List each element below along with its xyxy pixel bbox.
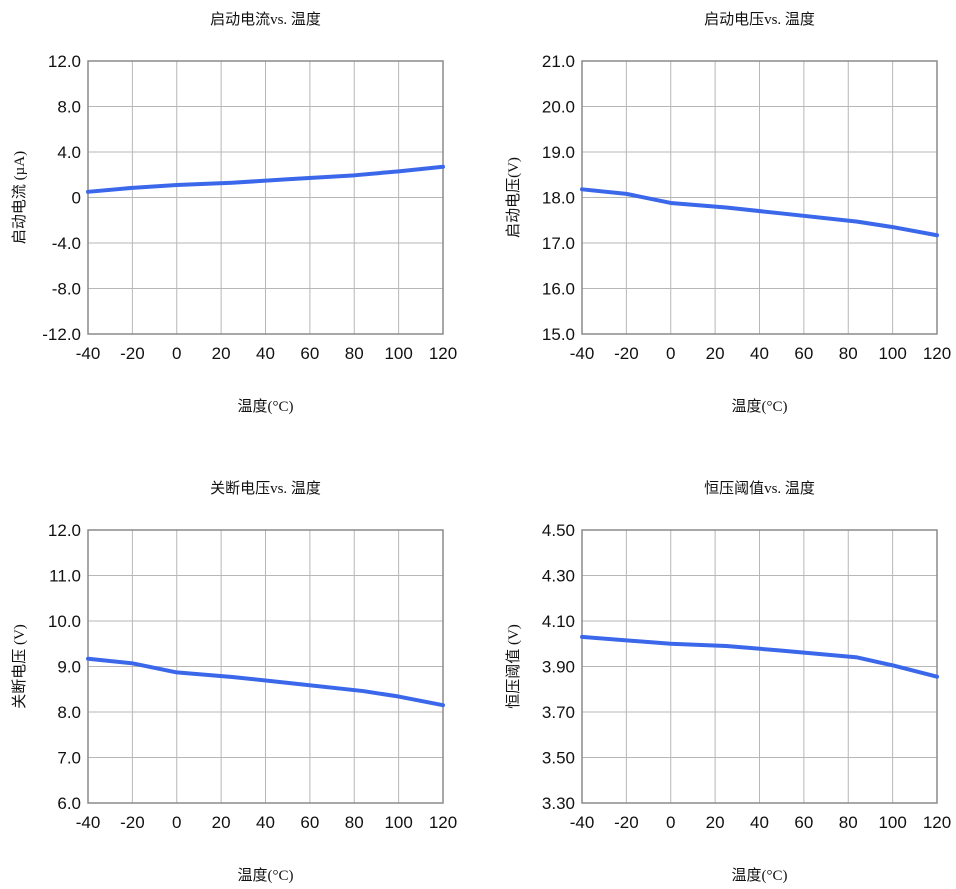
startup-current-chart: 启动电流vs. 温度 -40 -20 0 20 40 60 80 100 120 12.0 8.0 4.… xyxy=(11,11,457,415)
x-tick-label: 100 xyxy=(384,813,412,832)
chart-title: 启动电流vs. 温度 xyxy=(210,11,321,28)
y-tick-label: -12.0 xyxy=(42,325,81,344)
x-tick-label: 60 xyxy=(300,344,319,363)
y-axis-label: 恒压阈值 (V) xyxy=(505,624,522,709)
x-tick-label: 120 xyxy=(923,813,951,832)
x-tick-label: 60 xyxy=(794,813,813,832)
y-axis-label: 启动电压(V) xyxy=(505,157,522,238)
x-tick-label: 20 xyxy=(706,344,725,363)
x-axis-label: 温度(°C) xyxy=(732,398,788,415)
chart-title: 启动电压vs. 温度 xyxy=(704,11,815,28)
series-line xyxy=(86,656,445,708)
x-tick-label: 40 xyxy=(256,813,275,832)
y-tick-label: 20.0 xyxy=(542,98,575,117)
x-tick-label: -20 xyxy=(614,813,639,832)
x-tick-label: -20 xyxy=(120,344,145,363)
x-tick-label: 60 xyxy=(794,344,813,363)
x-tick-label: 0 xyxy=(666,813,675,832)
y-tick-label: 11.0 xyxy=(49,567,81,586)
series-line xyxy=(86,164,445,194)
chart-title: 恒压阈值vs. 温度 xyxy=(704,480,815,497)
y-tick-label: 4.10 xyxy=(542,612,575,631)
y-tick-label: 8.0 xyxy=(57,98,81,117)
x-tick-label: 120 xyxy=(429,813,457,832)
plot-frame xyxy=(87,60,444,335)
grid-lines xyxy=(87,60,444,335)
y-tick-label: 18.0 xyxy=(542,189,575,208)
y-tick-label: 4.0 xyxy=(57,143,81,162)
grid-lines xyxy=(581,529,938,804)
x-tick-label: -40 xyxy=(76,813,101,832)
y-tick-label: 7.0 xyxy=(57,749,81,768)
x-tick-label: -40 xyxy=(570,344,595,363)
y-tick-label: 16.0 xyxy=(542,280,575,299)
x-tick-label: 0 xyxy=(172,344,181,363)
plot-frame xyxy=(581,529,938,804)
x-tick-label: 120 xyxy=(429,344,457,363)
x-tick-label: 100 xyxy=(878,344,906,363)
startup-voltage-chart: 启动电压vs. 温度 -40 -20 0 20 40 60 80 100 120 21.0 20.0 1… xyxy=(505,11,951,415)
x-tick-label: 40 xyxy=(750,813,769,832)
x-tick-label: 120 xyxy=(923,344,951,363)
y-tick-label: 10.0 xyxy=(48,612,81,631)
x-axis-label: 温度(°C) xyxy=(238,398,294,415)
x-tick-label: 0 xyxy=(666,344,675,363)
shutdown-voltage-chart: 关断电压vs. 温度 -40 -20 0 20 40 60 80 100 120 12.0 11.0 1… xyxy=(11,480,457,884)
x-tick-label: 60 xyxy=(300,813,319,832)
y-tick-label: 3.90 xyxy=(542,658,575,677)
x-tick-label: 20 xyxy=(212,344,231,363)
y-tick-label: 3.30 xyxy=(542,794,575,813)
y-tick-label: -8.0 xyxy=(52,280,81,299)
series-line xyxy=(580,187,939,238)
y-tick-label: 15.0 xyxy=(542,325,575,344)
plot-frame xyxy=(87,529,444,804)
x-tick-label: 80 xyxy=(345,344,364,363)
plot-frame xyxy=(581,60,938,335)
x-tick-label: 100 xyxy=(384,344,412,363)
y-tick-label: 3.50 xyxy=(542,749,575,768)
x-tick-label: 80 xyxy=(839,813,858,832)
x-tick-label: 40 xyxy=(750,344,769,363)
y-axis-label: 启动电流 (µA) xyxy=(11,151,28,244)
y-tick-label: 19.0 xyxy=(542,143,575,162)
y-tick-label: 8.0 xyxy=(57,703,81,722)
y-tick-label: 12.0 xyxy=(48,52,81,71)
series-line xyxy=(580,634,939,679)
x-tick-label: 100 xyxy=(878,813,906,832)
chart-title: 关断电压vs. 温度 xyxy=(210,480,321,497)
x-tick-label: 20 xyxy=(706,813,725,832)
x-tick-label: -40 xyxy=(76,344,101,363)
y-tick-label: -4.0 xyxy=(52,234,81,253)
x-tick-label: 20 xyxy=(212,813,231,832)
x-tick-label: 80 xyxy=(839,344,858,363)
y-tick-label: 0 xyxy=(72,189,81,208)
x-tick-label: 0 xyxy=(172,813,181,832)
y-tick-label: 6.0 xyxy=(57,794,81,813)
x-tick-label: -20 xyxy=(120,813,145,832)
x-tick-label: 40 xyxy=(256,344,275,363)
y-tick-label: 12.0 xyxy=(48,521,81,540)
cv-threshold-chart: 恒压阈值vs. 温度 -40 -20 0 20 40 60 80 100 120 4.50 4.30 4… xyxy=(505,480,951,884)
y-tick-label: 17.0 xyxy=(542,234,575,253)
y-tick-label: 21.0 xyxy=(542,52,575,71)
y-tick-label: 9.0 xyxy=(57,658,81,677)
x-axis-label: 温度(°C) xyxy=(238,867,294,884)
y-tick-label: 4.50 xyxy=(542,521,575,540)
x-axis-label: 温度(°C) xyxy=(732,867,788,884)
x-tick-label: -40 xyxy=(570,813,595,832)
y-tick-label: 3.70 xyxy=(542,703,575,722)
y-tick-label: 4.30 xyxy=(542,567,575,586)
y-axis-label: 关断电压 (V) xyxy=(11,624,28,709)
x-tick-label: -20 xyxy=(614,344,639,363)
x-tick-label: 80 xyxy=(345,813,364,832)
